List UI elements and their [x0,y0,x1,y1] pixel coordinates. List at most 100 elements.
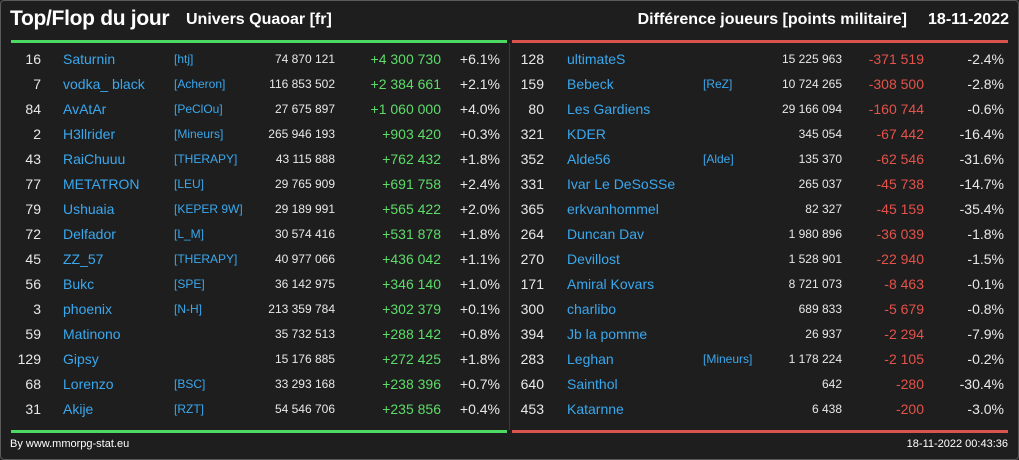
top-table-row: 72 Delfador [L_M] 30 574 416 +531 878 +1.8% [11,222,507,247]
player-name-link[interactable]: Gipsy [63,351,99,367]
alliance-tag-link[interactable]: [LEU] [174,177,205,191]
player-name-link[interactable]: Duncan Dav [567,226,645,242]
alliance-tag-link[interactable]: [Mineurs] [174,127,224,141]
percent-cell: +0.7% [459,376,500,392]
player-name-link[interactable]: Delfador [63,226,116,242]
percent-cell: +0.3% [459,126,500,142]
rank-cell: 45 [25,251,41,267]
player-name-link[interactable]: Leghan [567,351,614,367]
player-name-link[interactable]: Bebeck [567,76,614,92]
player-name-link[interactable]: Jb la pomme [567,326,648,342]
top-table-row: 56 Bukc [SPE] 36 142 975 +346 140 +1.0% [11,272,507,297]
player-name-link[interactable]: Lorenzo [63,376,114,392]
percent-cell: -0.2% [967,351,1004,367]
player-name-link[interactable]: Sainthol [567,376,618,392]
player-name-link[interactable]: Les Gardiens [567,101,651,117]
top-table-row: 45 ZZ_57 [THERAPY] 40 977 066 +436 042 +1.1% [11,247,507,272]
alliance-tag-link[interactable]: [PeClOu] [174,102,223,116]
percent-cell: -0.1% [967,276,1004,292]
top-bottom-bar [11,430,507,433]
player-name-link[interactable]: H3llrider [63,126,116,142]
player-name-link[interactable]: charlibo [567,301,617,317]
difference-cell: -160 744 [868,101,924,117]
player-name-link[interactable]: Amiral Kovars [567,276,655,292]
player-name-link[interactable]: Matinono [63,326,121,342]
alliance-tag-link[interactable]: [Acheron] [174,77,226,91]
difference-cell: +565 422 [382,201,441,217]
player-name-link[interactable]: KDER [567,126,606,142]
difference-cell: -200 [895,401,924,417]
player-name-link[interactable]: Akije [63,401,94,417]
percent-cell: +6.1% [459,51,500,67]
player-name-link[interactable]: erkvanhommel [567,201,659,217]
rank-cell: 68 [25,376,41,392]
metric-label: Différence joueurs [points militaire] [637,11,907,28]
percent-cell: -14.7% [959,176,1004,192]
player-name-link[interactable]: Bukc [63,276,95,292]
flop-table-row: 453 Katarnne 6 438 -200 -3.0% [512,397,1008,422]
flop-table-row: 300 charlibo 689 833 -5 679 -0.8% [512,297,1008,322]
alliance-tag-link[interactable]: [BSC] [174,377,206,391]
rank-cell: 80 [528,101,544,117]
alliance-tag-link[interactable]: [Alde] [703,152,734,166]
rank-cell: 283 [520,351,544,367]
player-name-link[interactable]: Katarnne [567,401,624,417]
player-name-link[interactable]: METATRON [63,176,140,192]
points-cell: 74 870 121 [274,52,335,66]
difference-cell: -280 [895,376,924,392]
rank-cell: 171 [520,276,544,292]
alliance-tag-link[interactable]: [RZT] [174,402,204,416]
difference-cell: +691 758 [382,176,441,192]
percent-cell: -1.5% [967,251,1004,267]
player-name-link[interactable]: Alde56 [567,151,611,167]
difference-cell: -2 105 [884,351,924,367]
alliance-tag-link[interactable]: [N-H] [174,302,202,316]
percent-cell: +1.1% [459,251,500,267]
player-name-link[interactable]: phoenix [63,301,113,317]
alliance-tag-link[interactable]: [Mineurs] [703,352,753,366]
alliance-tag-link[interactable]: [THERAPY] [174,252,238,266]
player-name-link[interactable]: ultimateS [567,51,626,67]
player-name-link[interactable]: Ushuaia [63,201,115,217]
percent-cell: -0.6% [967,101,1004,117]
player-name-link[interactable]: Devillost [567,251,620,267]
difference-cell: +903 420 [382,126,441,142]
percent-cell: +4.0% [459,101,500,117]
flop-table-row: 128 ultimateS 15 225 963 -371 519 -2.4% [512,47,1008,72]
alliance-tag-link[interactable]: [htj] [174,52,194,66]
alliance-tag-link[interactable]: [L_M] [174,227,205,241]
difference-cell: +531 878 [382,226,441,242]
rank-cell: 77 [25,176,41,192]
page-title: Top/Flop du jour [10,7,170,30]
player-name-link[interactable]: RaiChuuu [63,151,126,167]
rank-cell: 365 [520,201,544,217]
points-cell: 54 546 706 [274,402,335,416]
points-cell: 43 115 888 [275,152,335,166]
alliance-tag-link[interactable]: [ReZ] [703,77,733,91]
player-name-link[interactable]: AvAtAr [63,101,107,117]
difference-cell: +238 396 [382,376,441,392]
alliance-tag-link[interactable]: [THERAPY] [174,152,238,166]
alliance-tag-link[interactable]: [SPE] [174,277,205,291]
points-cell: 213 359 784 [268,302,335,316]
difference-cell: +302 379 [382,301,441,317]
player-name-link[interactable]: Ivar Le DeSoSSe [567,176,676,192]
rank-cell: 3 [33,301,41,317]
points-cell: 29 166 094 [781,102,842,116]
alliance-tag-link[interactable]: [KEPER 9W] [174,202,243,216]
difference-cell: -308 500 [868,76,924,92]
points-cell: 27 675 897 [274,102,335,116]
player-name-link[interactable]: ZZ_57 [63,251,104,267]
difference-cell: +288 142 [382,326,441,342]
rank-cell: 394 [520,326,544,342]
difference-cell: -45 159 [876,201,924,217]
player-name-link[interactable]: Saturnin [63,51,116,67]
percent-cell: -7.9% [967,326,1004,342]
points-cell: 10 724 265 [781,77,842,91]
difference-cell: -36 039 [876,226,924,242]
percent-cell: +0.4% [459,401,500,417]
difference-cell: -5 679 [884,301,924,317]
player-name-link[interactable]: vodka_ black [63,76,145,92]
difference-cell: -22 940 [876,251,924,267]
rank-cell: 129 [17,351,41,367]
